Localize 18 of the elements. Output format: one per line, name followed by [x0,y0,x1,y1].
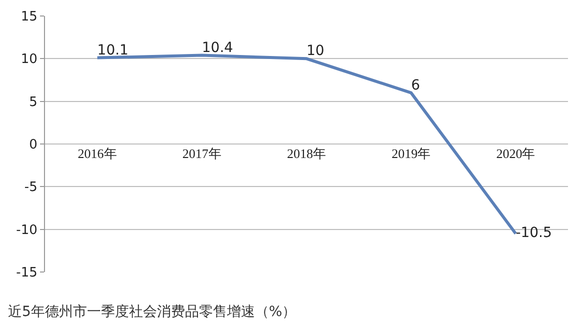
y-tick-label: -15 [16,266,38,281]
x-tick-label: 2020年 [496,146,536,161]
y-tick-label: 10 [20,52,38,68]
x-tick-label: 2019年 [392,146,431,161]
text: 近5年德州市一季度社会消费品零售增速（%） [8,304,296,320]
data-label: -10.5 [516,225,552,242]
y-tick-label: -10 [16,222,38,238]
x-tick-label: 2016年 [78,146,117,161]
data-label: 10.4 [202,40,234,56]
data-label: 6 [411,77,420,94]
data-label: 10.1 [97,42,128,58]
data-label: 10 [306,43,324,60]
y-tick-label: -5 [24,180,38,196]
y-tick-label: 15 [20,10,38,25]
x-tick-label: 2018年 [287,146,326,161]
x-tick-label: 2017年 [182,146,222,161]
y-tick-label: 0 [29,138,38,153]
y-tick-label: 5 [29,94,38,110]
